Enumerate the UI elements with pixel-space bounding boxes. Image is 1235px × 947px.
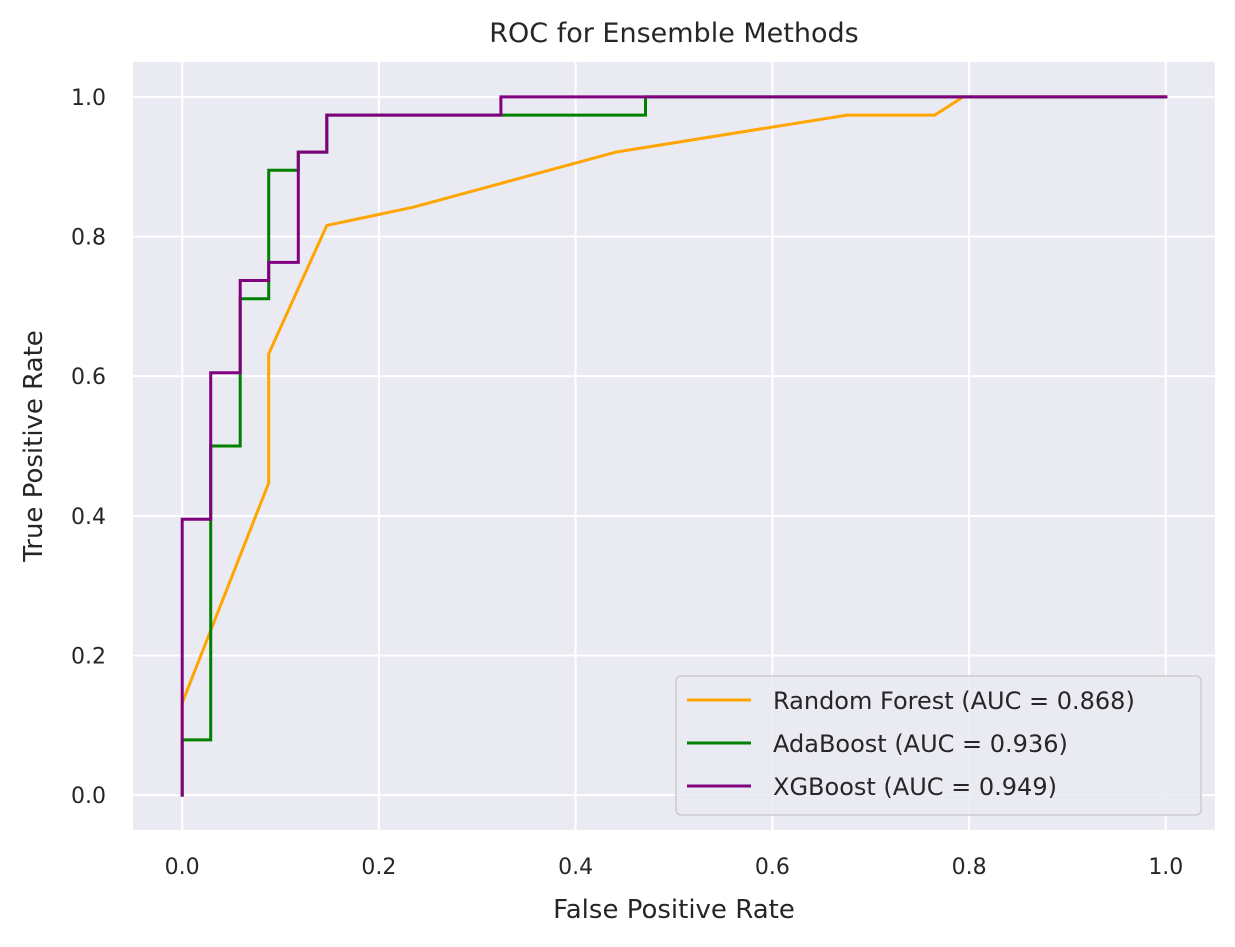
tick-labels: 0.0 0.2 0.4 0.6 0.8 1.0 0.0 0.2 0.4 0.6 0.8 1.0 (71, 86, 1183, 880)
y-tick-label: 1.0 (71, 86, 106, 111)
x-tick-label: 0.8 (952, 855, 987, 880)
y-tick-label: 0.0 (71, 784, 106, 809)
x-axis-title: False Positive Rate (553, 895, 795, 925)
series-line-3 (180, 95, 1168, 797)
legend: Random Forest (AUC = 0.868) AdaBoost (AUC… (675, 675, 1202, 816)
x-tick-label: 0.4 (558, 855, 593, 880)
x-tick-label: 1.0 (1148, 855, 1183, 880)
legend-box (675, 675, 1202, 816)
y-axis-title: True Positive Rate (19, 330, 49, 563)
legend-label: AdaBoost (AUC = 0.936) (773, 730, 1068, 758)
x-tick-label: 0.6 (755, 855, 790, 880)
y-tick-label: 0.4 (71, 505, 106, 530)
y-tick-label: 0.2 (71, 644, 106, 669)
x-tick-label: 0.0 (165, 855, 200, 880)
legend-label: Random Forest (AUC = 0.868) (773, 687, 1135, 715)
legend-label: XGBoost (AUC = 0.949) (773, 773, 1057, 801)
y-tick-label: 0.6 (71, 365, 106, 390)
chart-title: ROC for Ensemble Methods (489, 18, 858, 49)
series-lines (180, 95, 1168, 797)
series-line-2 (180, 95, 1168, 797)
series-line-1 (180, 95, 1168, 797)
y-tick-label: 0.8 (71, 226, 106, 251)
x-tick-label: 0.2 (361, 855, 396, 880)
grid-lines (133, 62, 1215, 830)
